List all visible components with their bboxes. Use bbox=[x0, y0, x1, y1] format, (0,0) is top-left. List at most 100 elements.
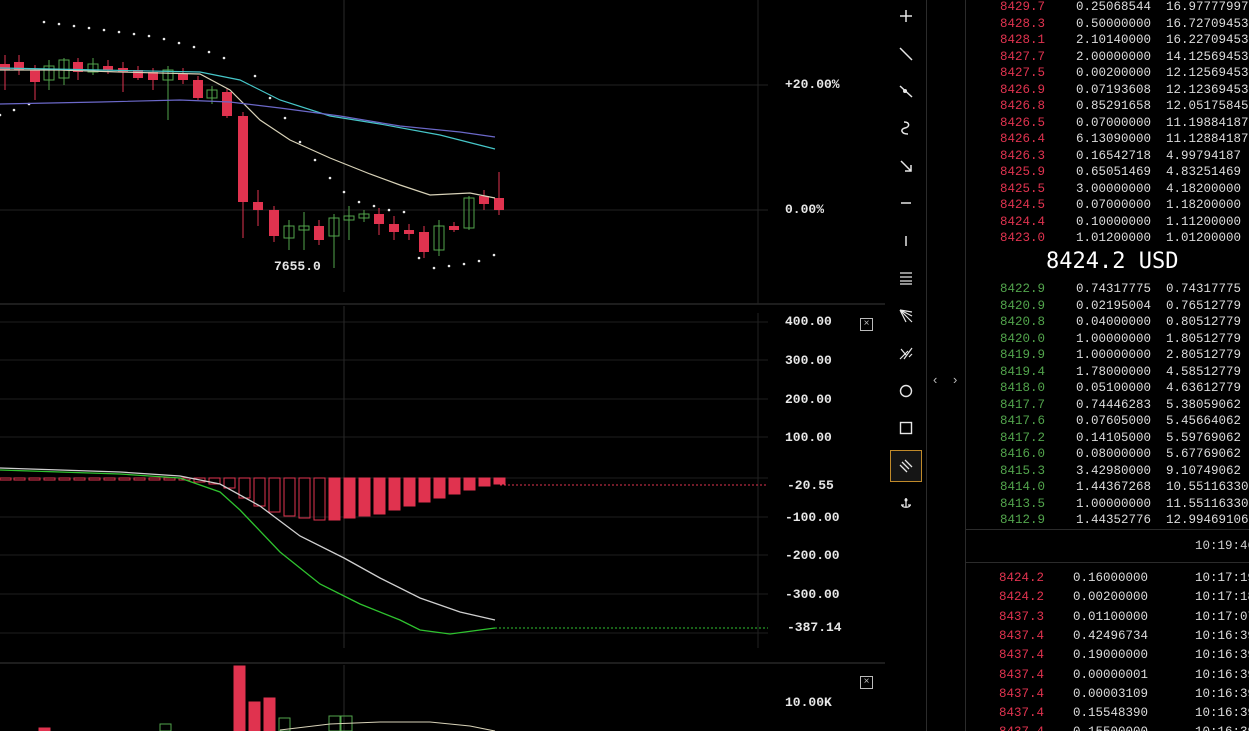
total-cell: 1.01200000 bbox=[1166, 231, 1242, 245]
vertical-line-icon[interactable] bbox=[890, 225, 922, 257]
sar-dot bbox=[462, 262, 466, 266]
bid-row[interactable]: 8417.2 0.14105000 5.59769062 bbox=[966, 430, 1249, 447]
trade-row[interactable]: 8424.2 0.16000000 10:17:19 bbox=[966, 570, 1249, 587]
price-cell: 8412.9 bbox=[1000, 513, 1046, 527]
macd-histogram-bar bbox=[418, 477, 431, 503]
collapse-right-icon[interactable]: › bbox=[953, 372, 958, 387]
bid-row[interactable]: 8419.9 1.00000000 2.80512779 bbox=[966, 347, 1249, 364]
collapse-left-icon[interactable]: ‹ bbox=[933, 372, 938, 387]
ask-row[interactable]: 8427.7 2.00000000 14.12569453 bbox=[966, 49, 1249, 66]
ask-row[interactable]: 8428.3 0.50000000 16.72709453 bbox=[966, 16, 1249, 33]
bid-row[interactable]: 8420.9 0.02195004 0.76512779 bbox=[966, 298, 1249, 315]
close-macd-pane-button[interactable]: × bbox=[860, 318, 873, 331]
amount-cell: 3.00000000 bbox=[1076, 181, 1152, 196]
bid-row[interactable]: 8416.0 0.08000000 5.67769062 bbox=[966, 446, 1249, 463]
candle-body bbox=[374, 214, 384, 224]
chart-area[interactable]: +20.00% 0.00% 7655.0 400.00 300.00 200.0… bbox=[0, 0, 885, 731]
price-cell: 8437.3 bbox=[999, 609, 1045, 624]
ask-row[interactable]: 8426.5 0.07000000 11.19884187 bbox=[966, 115, 1249, 132]
price-cell: 8437.4 bbox=[999, 648, 1045, 663]
amount-cell: 0.07193608 bbox=[1076, 82, 1152, 97]
sar-dot bbox=[313, 158, 317, 162]
arrow-icon[interactable] bbox=[890, 150, 922, 182]
horizontal-line-icon[interactable] bbox=[890, 187, 922, 219]
ask-row[interactable]: 8426.8 0.85291658 12.05175845 bbox=[966, 98, 1249, 115]
trend-line-icon[interactable] bbox=[890, 38, 922, 70]
trade-row[interactable]: 8437.4 0.19000000 10:16:39 bbox=[966, 647, 1249, 664]
sar-dot bbox=[283, 116, 287, 120]
bid-row[interactable]: 8417.6 0.07605000 5.45664062 bbox=[966, 413, 1249, 430]
fib-fan-icon[interactable] bbox=[890, 300, 922, 332]
volume-bar bbox=[233, 665, 246, 731]
candle-body bbox=[419, 232, 429, 252]
price-cell: 8437.4 bbox=[999, 724, 1044, 731]
panel-collapse-bar: ‹ › bbox=[926, 0, 966, 731]
orderbook-time: 10:19:46 bbox=[1195, 539, 1249, 553]
trade-row[interactable]: 8437.3 0.01100000 10:17:07 bbox=[966, 609, 1249, 626]
drawing-toolbar bbox=[886, 0, 926, 731]
bid-row[interactable]: 8420.8 0.04000000 0.80512779 bbox=[966, 314, 1249, 331]
parallel-lines-icon[interactable] bbox=[890, 450, 922, 482]
parallel-channel-icon[interactable] bbox=[890, 262, 922, 294]
ask-row[interactable]: 8424.4 0.10000000 1.11200000 bbox=[966, 214, 1249, 231]
price-cell: 8419.4 bbox=[1000, 364, 1046, 379]
candle-body bbox=[314, 226, 324, 240]
bid-row[interactable]: 8412.9 1.44352776 12.99469106 bbox=[966, 512, 1249, 529]
trade-row[interactable]: 8437.4 0.00003109 10:16:39 bbox=[966, 686, 1249, 703]
volume-bar bbox=[159, 723, 172, 731]
ask-row[interactable]: 8423.0 1.01200000 1.01200000 bbox=[966, 230, 1249, 247]
price-cell: 8426.3 bbox=[1000, 148, 1046, 163]
amount-cell: 0.42496734 bbox=[1073, 628, 1149, 643]
ask-row[interactable]: 8424.5 0.07000000 1.18200000 bbox=[966, 197, 1249, 214]
crosshair-icon[interactable] bbox=[890, 0, 922, 32]
bid-row[interactable]: 8422.9 0.74317775 0.74317775 bbox=[966, 281, 1249, 298]
bid-row[interactable]: 8414.0 1.44367268 10.55116330 bbox=[966, 479, 1249, 496]
rectangle-icon[interactable] bbox=[890, 412, 922, 444]
ask-row[interactable]: 8428.1 2.10140000 16.22709453 bbox=[966, 32, 1249, 49]
ask-row[interactable]: 8425.5 3.00000000 4.18200000 bbox=[966, 181, 1249, 198]
sar-dot bbox=[192, 45, 196, 49]
brush-icon[interactable] bbox=[890, 112, 922, 144]
price-cell: 8414.0 bbox=[1000, 480, 1046, 494]
trade-row[interactable]: 8437.4 0.00000001 10:16:39 bbox=[966, 667, 1249, 684]
macd-histogram-bar bbox=[193, 477, 206, 483]
trade-row[interactable]: 8437.4 0.42496734 10:16:39 bbox=[966, 628, 1249, 645]
candle-body bbox=[358, 213, 370, 219]
time-cell: 10:16:39 bbox=[1195, 628, 1249, 643]
ask-row[interactable]: 8425.9 0.65051469 4.83251469 bbox=[966, 164, 1249, 181]
ask-row[interactable]: 8429.7 0.25068544 16.97777997 bbox=[966, 0, 1249, 16]
bid-row[interactable]: 8419.4 1.78000000 4.58512779 bbox=[966, 364, 1249, 381]
ask-row[interactable]: 8427.5 0.00200000 12.12569453 bbox=[966, 65, 1249, 82]
bid-row[interactable]: 8420.0 1.00000000 1.80512779 bbox=[966, 331, 1249, 348]
bid-row[interactable]: 8417.7 0.74446283 5.38059062 bbox=[966, 397, 1249, 414]
price-cell: 8422.9 bbox=[1000, 282, 1046, 296]
bid-row[interactable]: 8415.3 3.42980000 9.10749062 bbox=[966, 463, 1249, 480]
ask-row[interactable]: 8426.4 6.13090000 11.12884187 bbox=[966, 131, 1249, 148]
macd-histogram-bar bbox=[253, 477, 266, 507]
amount-cell: 1.00000000 bbox=[1076, 496, 1152, 511]
price-cell: 8437.4 bbox=[999, 667, 1045, 682]
pitchfork-icon[interactable] bbox=[890, 337, 922, 369]
total-cell: 11.19884187 bbox=[1166, 115, 1249, 130]
amount-cell: 0.02195004 bbox=[1076, 298, 1152, 313]
circle-icon[interactable] bbox=[890, 375, 922, 407]
trade-row[interactable]: 8437.4 0.15500000 10:16:39 bbox=[966, 724, 1249, 731]
macd-histogram-bar bbox=[133, 477, 146, 481]
close-volume-pane-button[interactable]: × bbox=[860, 676, 873, 689]
volume-bar bbox=[278, 717, 291, 731]
total-cell: 12.99469106 bbox=[1166, 513, 1249, 527]
anchor-icon[interactable] bbox=[890, 487, 922, 519]
sar-dot bbox=[132, 32, 136, 36]
trade-row[interactable]: 8424.2 0.00200000 10:17:18 bbox=[966, 589, 1249, 606]
price-chart[interactable] bbox=[0, 0, 885, 731]
ask-row[interactable]: 8426.3 0.16542718 4.99794187 bbox=[966, 148, 1249, 165]
ray-icon[interactable] bbox=[890, 75, 922, 107]
trade-row[interactable]: 8437.4 0.15548390 10:16:39 bbox=[966, 705, 1249, 722]
amount-cell: 2.00000000 bbox=[1076, 49, 1152, 64]
bid-row[interactable]: 8413.5 1.00000000 11.55116330 bbox=[966, 496, 1249, 513]
macd-axis-400: 400.00 bbox=[785, 314, 832, 329]
amount-cell: 0.00200000 bbox=[1076, 66, 1152, 80]
volume-axis-10k: 10.00K bbox=[785, 695, 832, 710]
ask-row[interactable]: 8426.9 0.07193608 12.12369453 bbox=[966, 82, 1249, 99]
bid-row[interactable]: 8418.0 0.05100000 4.63612779 bbox=[966, 380, 1249, 397]
